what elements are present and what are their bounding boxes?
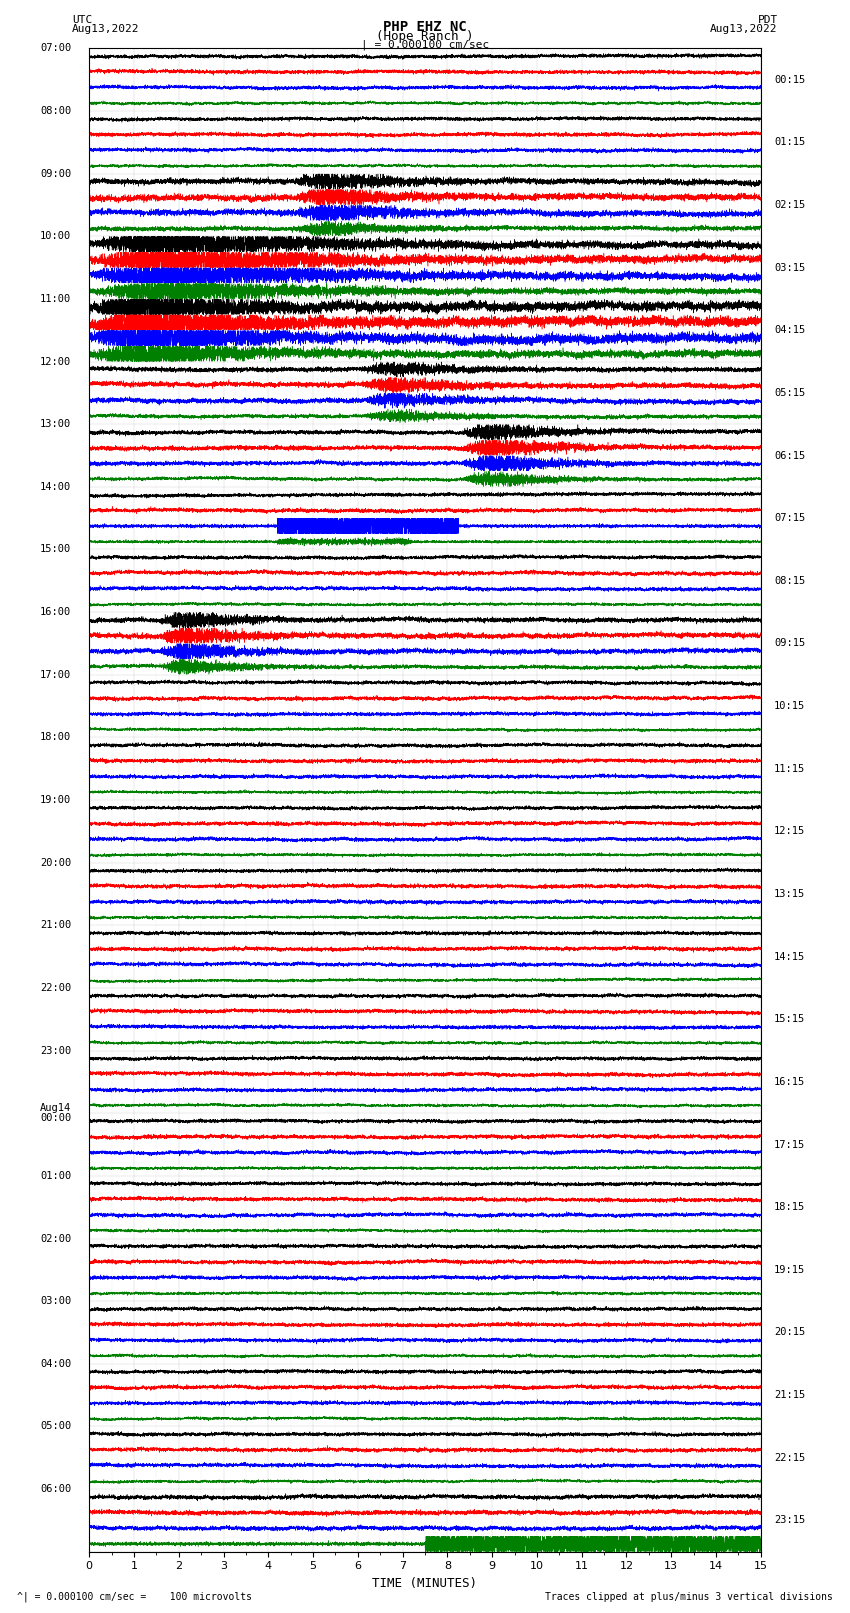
Text: 00:00: 00:00 — [40, 1113, 71, 1123]
Text: Aug13,2022: Aug13,2022 — [711, 24, 778, 34]
Text: 13:15: 13:15 — [774, 889, 806, 898]
Text: 08:15: 08:15 — [774, 576, 806, 586]
Text: 03:15: 03:15 — [774, 263, 806, 273]
Text: 09:00: 09:00 — [40, 169, 71, 179]
Text: 03:00: 03:00 — [40, 1297, 71, 1307]
Text: 16:00: 16:00 — [40, 606, 71, 618]
X-axis label: TIME (MINUTES): TIME (MINUTES) — [372, 1578, 478, 1590]
Text: 17:15: 17:15 — [774, 1139, 806, 1150]
Text: 00:15: 00:15 — [774, 74, 806, 85]
Text: 06:00: 06:00 — [40, 1484, 71, 1494]
Text: | = 0.000100 cm/sec: | = 0.000100 cm/sec — [361, 39, 489, 50]
Text: 15:00: 15:00 — [40, 545, 71, 555]
Text: 05:15: 05:15 — [774, 387, 806, 398]
Text: 11:00: 11:00 — [40, 294, 71, 303]
Text: 21:15: 21:15 — [774, 1390, 806, 1400]
Text: ^| = 0.000100 cm/sec =    100 microvolts: ^| = 0.000100 cm/sec = 100 microvolts — [17, 1590, 252, 1602]
Text: Traces clipped at plus/minus 3 vertical divisions: Traces clipped at plus/minus 3 vertical … — [545, 1592, 833, 1602]
Text: 04:15: 04:15 — [774, 326, 806, 336]
Text: 14:00: 14:00 — [40, 482, 71, 492]
Text: 19:00: 19:00 — [40, 795, 71, 805]
Text: 13:00: 13:00 — [40, 419, 71, 429]
Text: 06:15: 06:15 — [774, 450, 806, 461]
Text: 21:00: 21:00 — [40, 921, 71, 931]
Text: 02:15: 02:15 — [774, 200, 806, 210]
Text: UTC: UTC — [72, 15, 93, 24]
Text: 10:00: 10:00 — [40, 231, 71, 242]
Text: 12:15: 12:15 — [774, 826, 806, 837]
Text: 01:00: 01:00 — [40, 1171, 71, 1181]
Text: 05:00: 05:00 — [40, 1421, 71, 1431]
Text: 07:00: 07:00 — [40, 44, 71, 53]
Text: 18:00: 18:00 — [40, 732, 71, 742]
Text: 11:15: 11:15 — [774, 763, 806, 774]
Text: Aug14: Aug14 — [40, 1103, 71, 1113]
Text: 01:15: 01:15 — [774, 137, 806, 147]
Text: 10:15: 10:15 — [774, 702, 806, 711]
Text: PDT: PDT — [757, 15, 778, 24]
Text: 18:15: 18:15 — [774, 1202, 806, 1213]
Text: 20:00: 20:00 — [40, 858, 71, 868]
Text: 20:15: 20:15 — [774, 1327, 806, 1337]
Text: 07:15: 07:15 — [774, 513, 806, 523]
Text: (Hope Ranch ): (Hope Ranch ) — [377, 31, 473, 44]
Text: 22:15: 22:15 — [774, 1453, 806, 1463]
Text: 02:00: 02:00 — [40, 1234, 71, 1244]
Text: PHP EHZ NC: PHP EHZ NC — [383, 19, 467, 34]
Text: 23:00: 23:00 — [40, 1045, 71, 1055]
Text: 09:15: 09:15 — [774, 639, 806, 648]
Text: 04:00: 04:00 — [40, 1358, 71, 1369]
Text: 23:15: 23:15 — [774, 1515, 806, 1526]
Text: Aug13,2022: Aug13,2022 — [72, 24, 139, 34]
Text: 14:15: 14:15 — [774, 952, 806, 961]
Text: 12:00: 12:00 — [40, 356, 71, 366]
Text: 19:15: 19:15 — [774, 1265, 806, 1274]
Text: 16:15: 16:15 — [774, 1077, 806, 1087]
Text: 08:00: 08:00 — [40, 106, 71, 116]
Text: 15:15: 15:15 — [774, 1015, 806, 1024]
Text: 17:00: 17:00 — [40, 669, 71, 679]
Text: 22:00: 22:00 — [40, 982, 71, 994]
